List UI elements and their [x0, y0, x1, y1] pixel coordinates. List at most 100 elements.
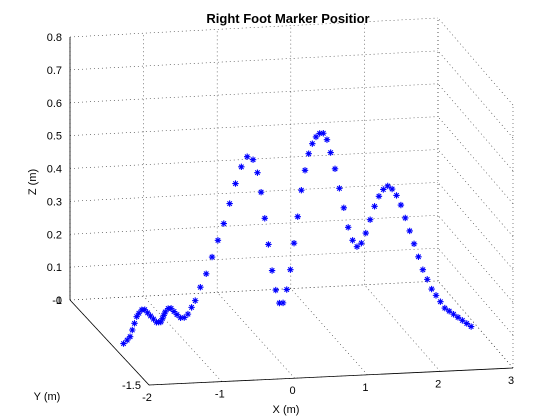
data-point: [170, 308, 178, 315]
data-point: [384, 182, 391, 190]
data-point: [419, 266, 427, 273]
data-point: [254, 169, 261, 176]
data-point: [214, 237, 222, 244]
z-tick-label: 0.6: [47, 98, 62, 110]
data-point: [126, 333, 134, 340]
data-point: [344, 224, 352, 231]
data-point: [141, 306, 148, 313]
data-point: [320, 130, 327, 137]
grid-line: [437, 247, 514, 336]
data-point: [309, 140, 316, 147]
data-point: [220, 220, 227, 227]
data-point: [133, 313, 140, 320]
x-axis-line: [148, 367, 514, 386]
data-point: [197, 284, 204, 291]
x-tick-label: 1: [362, 382, 368, 394]
z-tick-label: 0.7: [47, 65, 62, 77]
z-tick-label: 0.4: [47, 164, 62, 176]
data-point: [371, 203, 378, 210]
data-point: [432, 292, 440, 299]
grid-line: [437, 149, 514, 237]
data-point: [135, 310, 143, 317]
data-point: [410, 240, 418, 248]
data-point: [157, 318, 165, 326]
data-point: [184, 310, 192, 318]
data-point: [454, 314, 462, 321]
data-point: [353, 243, 361, 250]
data-point: [188, 304, 195, 311]
data-point: [358, 239, 365, 247]
z-axis-label: Z (m): [27, 169, 39, 195]
z-tick-label: 0.1: [47, 262, 62, 274]
data-point: [144, 309, 151, 317]
grid-line: [69, 116, 439, 136]
grid-line: [69, 17, 439, 38]
grid-layer: [69, 17, 514, 386]
z-tick-label: 0.5: [47, 131, 62, 143]
data-point: [290, 239, 298, 247]
data-point: [375, 193, 383, 200]
data-point: [294, 213, 301, 220]
tick-labels: -2 -1 0 1 2 3-1.5-100.10.20.30.40.50.60.70.8: [47, 32, 514, 404]
grid-line: [437, 17, 514, 106]
grid-line: [437, 215, 514, 303]
grid-line: [69, 280, 439, 301]
data-point: [159, 315, 166, 322]
data-point: [181, 314, 188, 321]
data-point: [129, 326, 136, 334]
data-point: [441, 304, 448, 312]
data-point: [120, 340, 127, 347]
data-point: [402, 214, 409, 222]
series: [120, 130, 475, 347]
data-point: [459, 317, 466, 324]
data-point: [279, 299, 287, 307]
data-point: [123, 336, 131, 344]
grid-line: [364, 284, 441, 372]
data-point: [450, 311, 457, 318]
y-tick-label: -1.5: [122, 380, 141, 392]
data-point: [177, 314, 184, 321]
data-point: [249, 156, 257, 163]
data-point: [232, 180, 239, 187]
grid-line: [143, 295, 223, 382]
x-tick-label: -2: [142, 392, 152, 404]
data-point: [131, 320, 138, 327]
z-tick-label: 0.8: [47, 32, 62, 44]
chart-title: Right Foot Marker Positior: [206, 11, 369, 26]
z-tick-label: 0.3: [47, 196, 62, 208]
grid-line: [69, 83, 439, 104]
data-point: [244, 153, 251, 160]
axis-layer: [69, 37, 514, 386]
data-point: [150, 315, 157, 323]
x-axis-label: X (m): [273, 404, 300, 416]
grid-line: [437, 83, 514, 171]
grid-line: [69, 214, 439, 235]
data-point: [424, 276, 431, 283]
data-point: [349, 237, 356, 244]
data-point: [380, 186, 387, 193]
data-point: [298, 187, 305, 194]
grid-line: [69, 182, 439, 202]
y-axis-label: Y (m): [34, 391, 61, 403]
data-point: [428, 285, 435, 293]
data-point: [265, 241, 272, 248]
data-point: [393, 192, 400, 199]
y-tick-label: -1: [52, 295, 62, 307]
data-point: [406, 227, 413, 235]
grid-line: [437, 182, 514, 270]
x-tick-label: 2: [435, 378, 441, 390]
data-point: [415, 253, 422, 260]
data-point: [463, 320, 470, 327]
data-point: [238, 163, 245, 171]
data-point: [226, 200, 233, 207]
data-point: [147, 312, 154, 320]
grid-line: [69, 247, 439, 268]
data-point: [160, 312, 167, 319]
x-tick-label: 0: [290, 385, 296, 397]
grid-line: [290, 288, 368, 375]
data-point: [397, 201, 405, 209]
data-point: [203, 270, 210, 277]
data-point: [283, 286, 290, 293]
data-point: [268, 267, 276, 274]
